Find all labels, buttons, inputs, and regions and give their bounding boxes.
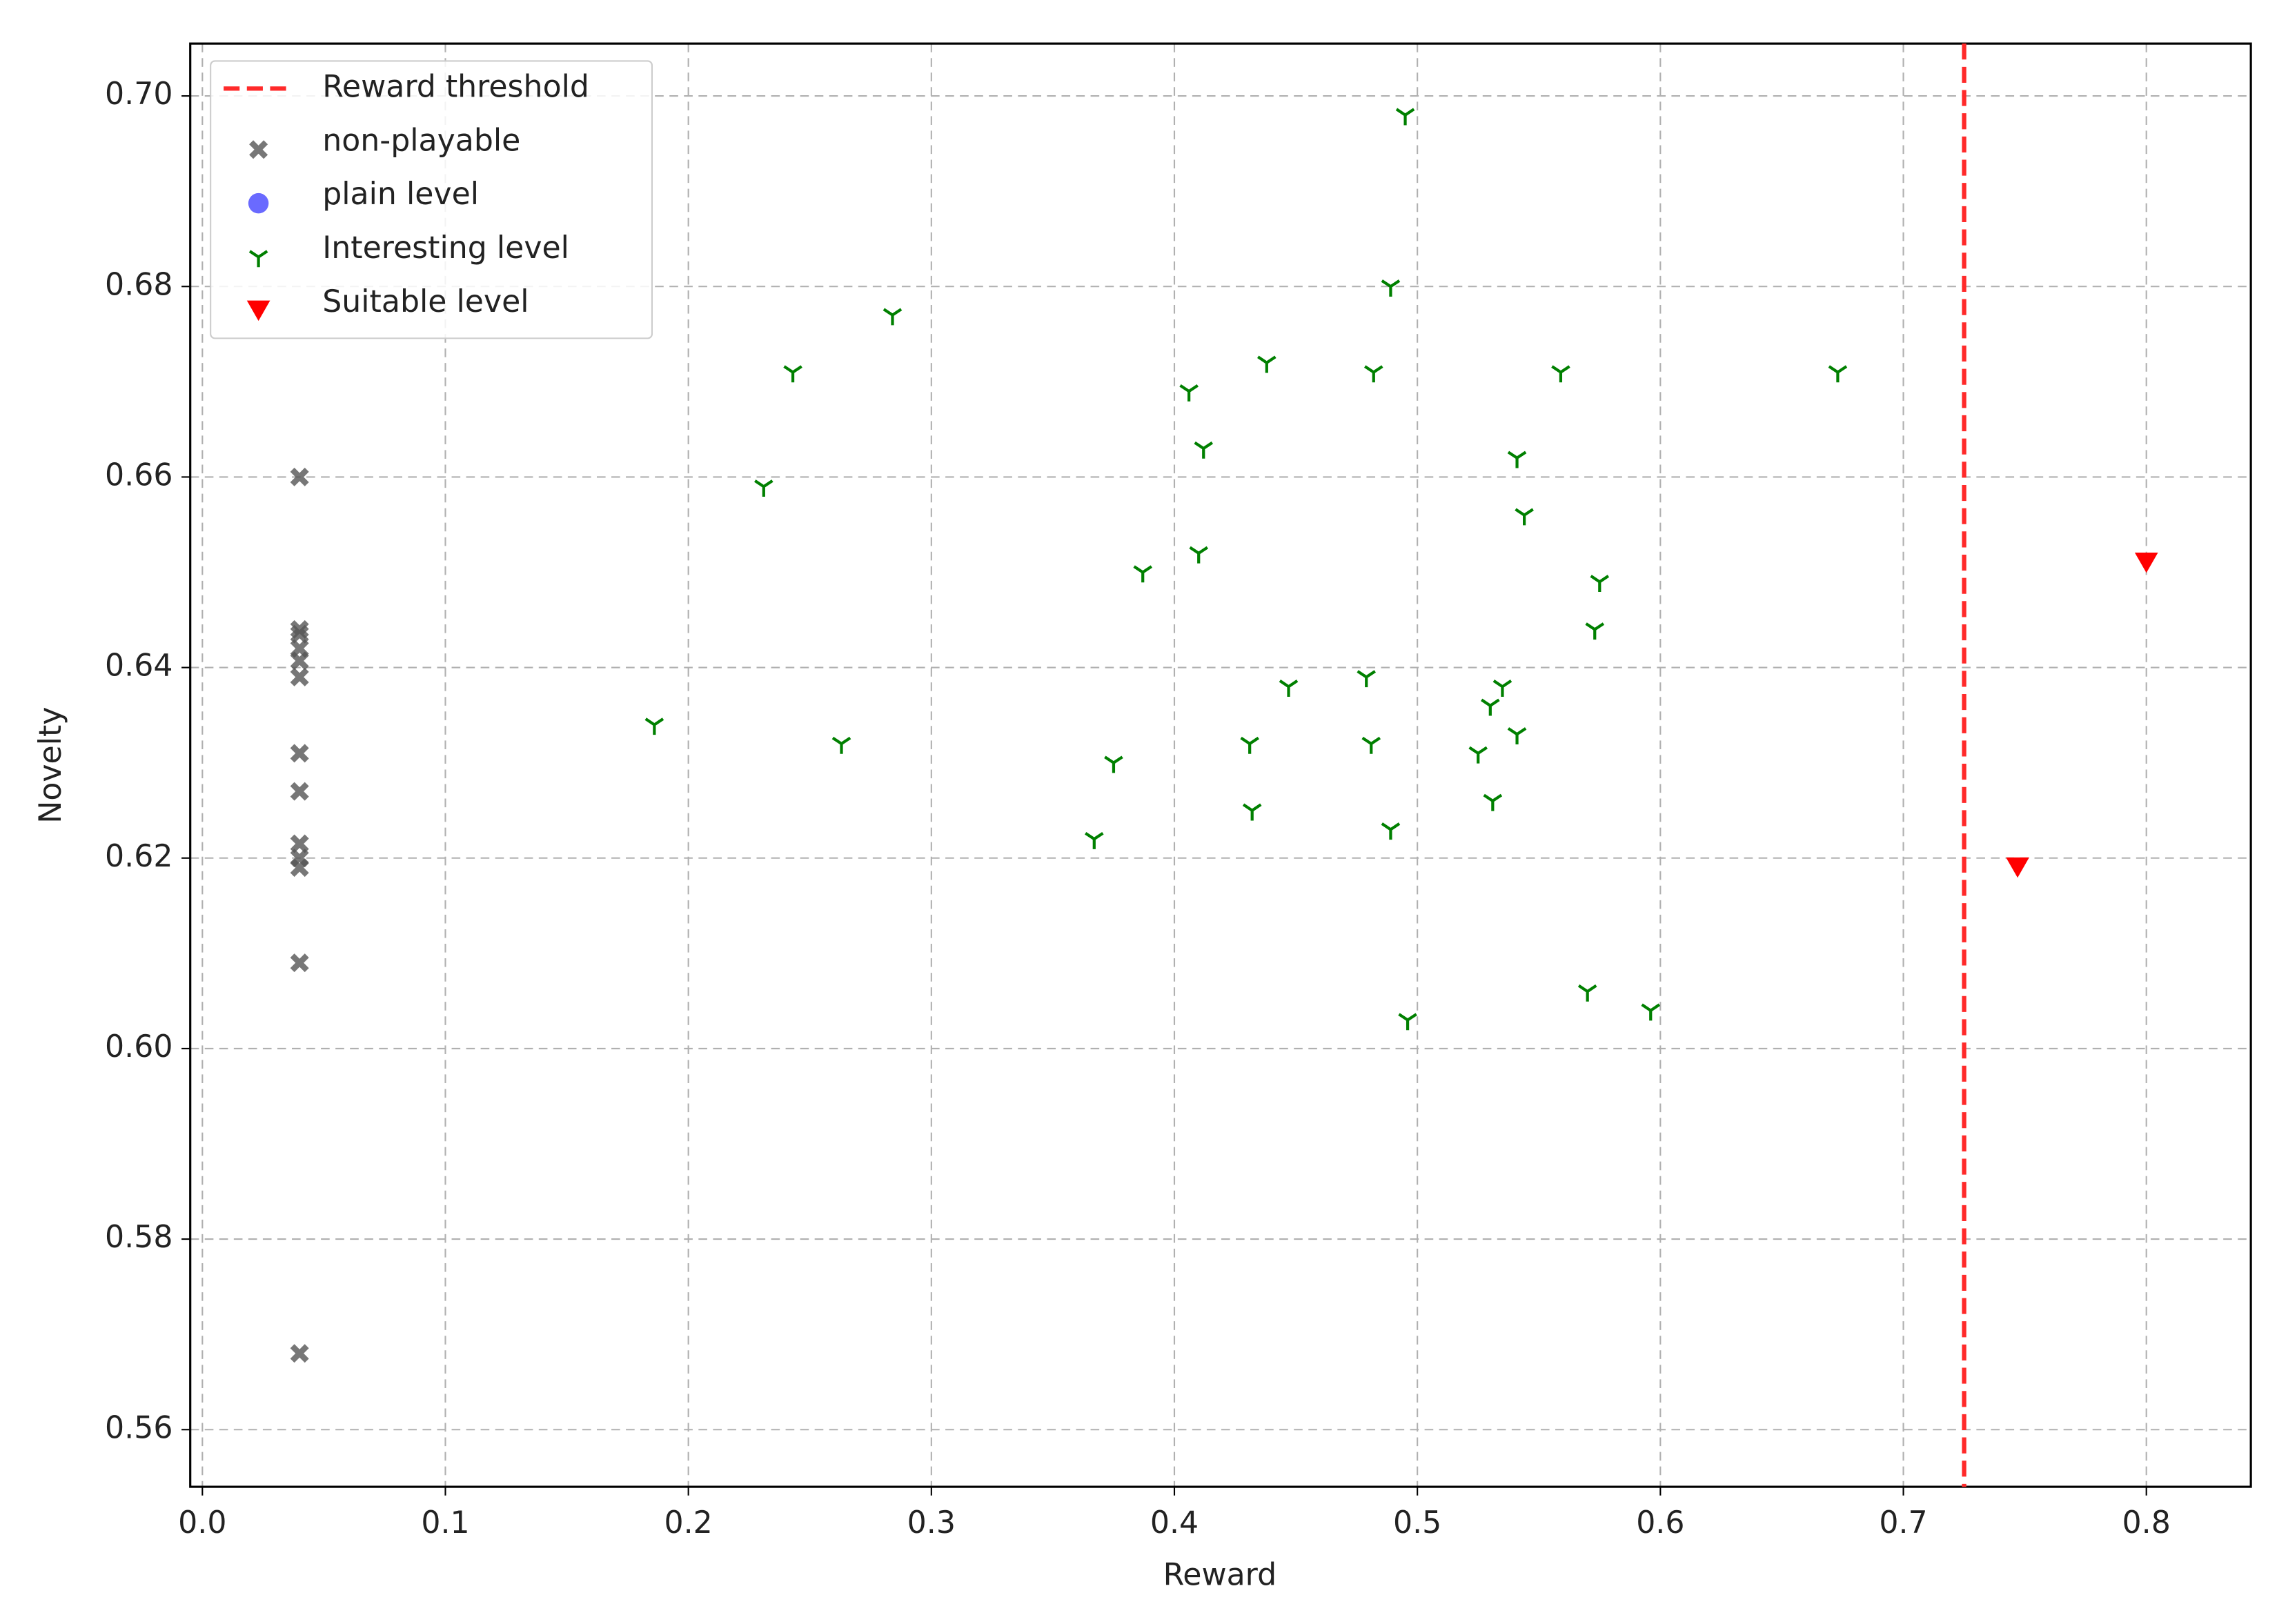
point [290,667,309,686]
point [1257,355,1276,373]
legend-label: Interesting level [322,230,569,266]
point [1240,736,1259,754]
point [1398,1013,1417,1031]
point [1189,546,1209,564]
point [1551,365,1570,383]
x-tick-label: 0.3 [907,1505,956,1541]
point [1507,450,1527,468]
y-tick-label: 0.62 [105,839,172,874]
x-tick-label: 0.4 [1150,1505,1199,1541]
point [1381,822,1401,840]
point [754,479,773,497]
y-tick-label: 0.64 [105,648,172,684]
legend-label: Suitable level [322,284,529,319]
y-tick-label: 0.70 [105,77,172,112]
y-axis-label: Novelty [33,707,68,824]
point [2134,552,2158,573]
point [290,782,309,801]
y-tick-label: 0.58 [105,1220,172,1255]
x-tick-label: 0.8 [2122,1505,2171,1541]
y-tick-label: 0.60 [105,1029,172,1064]
point [644,717,664,735]
point [1577,984,1597,1002]
point [831,736,851,754]
point [1361,736,1381,754]
point [1084,831,1104,849]
x-tick-label: 0.6 [1636,1505,1684,1541]
x-tick-label: 0.0 [178,1505,226,1541]
point [1590,575,1610,593]
point [290,651,309,671]
x-tick-label: 0.5 [1393,1505,1441,1541]
point [1381,279,1401,297]
point [783,365,802,383]
point [1104,755,1123,773]
legend-swatch [249,140,268,159]
point [290,858,309,878]
legend-swatch [248,192,269,214]
point [290,744,309,763]
point [290,620,309,639]
point [1279,680,1299,697]
point [1395,108,1415,126]
x-tick-label: 0.2 [664,1505,713,1541]
legend: Reward threshold non-playable plain level I… [210,60,653,339]
point [1194,441,1214,459]
point [1641,1003,1661,1021]
y-tick-label: 0.66 [105,457,172,493]
point [1133,565,1153,583]
y-tick-label: 0.68 [105,267,172,302]
legend-box [210,60,653,339]
point [1492,680,1512,697]
point [1507,727,1527,744]
point [1363,365,1383,383]
point [1468,746,1488,764]
point [2006,857,2029,878]
point [1515,508,1534,526]
legend-swatch [248,250,268,268]
y-tick-label: 0.56 [105,1410,172,1445]
point [1357,670,1377,688]
point [1828,365,1848,383]
point [883,308,903,326]
point [1179,384,1199,402]
point [1483,793,1503,811]
point [290,1344,309,1363]
point [290,624,309,644]
x-tick-label: 0.7 [1879,1505,1927,1541]
point [290,953,309,973]
x-tick-label: 0.1 [421,1505,469,1541]
point [1481,698,1500,716]
plot-frame [189,42,2252,1488]
point [290,467,309,486]
legend-swatch [246,300,270,321]
legend-label: Reward threshold [322,69,589,104]
point [1242,803,1262,821]
point [290,834,309,853]
legend-label: non-playable [322,123,520,158]
legend-label: plain level [322,177,479,212]
point [1585,622,1605,640]
x-axis-label: Reward [1163,1558,1277,1593]
